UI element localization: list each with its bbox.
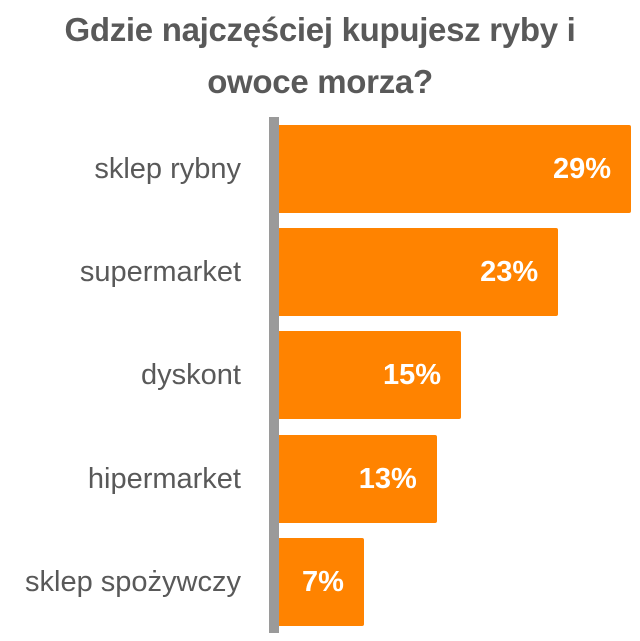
bar-value-label: 23% [480, 256, 539, 288]
bar: 23% [279, 228, 559, 316]
bar: 15% [279, 331, 462, 419]
bar-value-label: 29% [552, 153, 611, 185]
bar-row: sklep rybny 29% [0, 125, 640, 213]
bar-row: sklep spożywczy 7% [0, 538, 640, 626]
chart-title-line-2: owoce morza? [207, 63, 433, 100]
category-label: sklep rybny [94, 153, 241, 185]
chart-title-line-1: Gdzie najczęściej kupujesz ryby i [64, 11, 576, 48]
bar: 13% [279, 435, 437, 523]
bar-row: dyskont 15% [0, 331, 640, 419]
bar-row: hipermarket 13% [0, 435, 640, 523]
bar-value-label: 13% [358, 463, 417, 495]
category-axis-line [269, 117, 279, 633]
chart-title: Gdzie najczęściej kupujesz ryby i owoce … [0, 4, 640, 108]
category-label: supermarket [79, 256, 241, 288]
bar-value-label: 15% [383, 359, 442, 391]
category-label: dyskont [141, 359, 241, 391]
bar-row: supermarket 23% [0, 228, 640, 316]
bar: 7% [279, 538, 364, 626]
bar: 29% [279, 125, 631, 213]
bar-value-label: 7% [302, 566, 344, 598]
category-label: hipermarket [87, 463, 241, 495]
category-label: sklep spożywczy [25, 566, 241, 598]
